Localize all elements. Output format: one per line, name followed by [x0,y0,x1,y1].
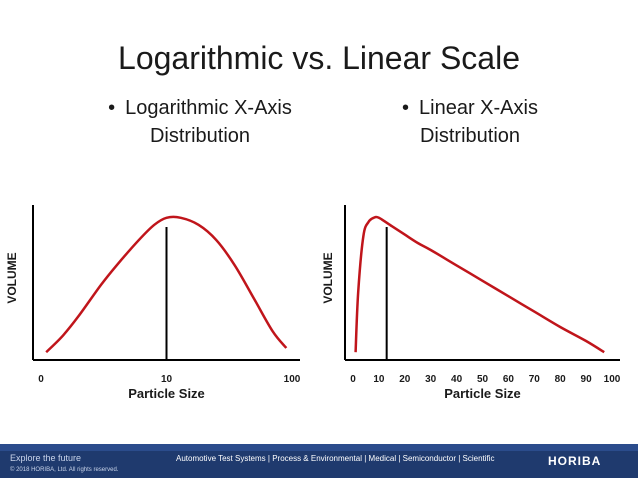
bullet-line-2: Distribution [149,125,251,147]
x-tick-label: 40 [451,374,463,385]
brand-logo: HORIBA [548,454,602,468]
x-tick-label: 70 [529,374,541,385]
y-axis-label: VOLUME [5,252,19,303]
bullet-dot-icon: • [402,97,410,119]
x-tick-label: 90 [581,374,593,385]
x-tick-label: 80 [555,374,567,385]
distribution-curve [354,215,605,354]
x-tick-label: 10 [161,374,173,385]
charts-canvas: 0 10 100 Particle Size VOLUME 0 10 20 30 40 50 60 70… [5,205,621,401]
footer-tagline: Explore the future [10,453,82,463]
footer-copyright: © 2018 HORIBA, Ltd. All rights reserved. [10,467,119,473]
x-axis-label: Particle Size [128,386,205,401]
x-tick-label: 0 [38,374,44,385]
x-tick-label: 0 [350,374,356,385]
x-tick-label: 30 [425,374,437,385]
slide-title: Logarithmic vs. Linear Scale [118,40,520,76]
distribution-curve [45,215,288,354]
x-tick-label: 20 [399,374,411,385]
bullet-line-2: Distribution [419,125,521,147]
bullet-logarithmic: • Logarithmic X-Axis Distribution [80,94,320,150]
bullet-line-1: Linear X-Axis [419,97,538,119]
footer-links: Automotive Test Systems | Process & Envi… [176,454,495,463]
y-axis-label: VOLUME [321,252,335,303]
x-tick-label: 100 [284,374,301,385]
footer-bar: Explore the future © 2018 HORIBA, Ltd. A… [0,451,638,478]
bullet-line-1: Logarithmic X-Axis [125,97,292,119]
bullet-linear: • Linear X-Axis Distribution [370,94,570,150]
x-tick-label: 60 [503,374,515,385]
x-axis-label: Particle Size [444,386,521,401]
footer-band [0,444,638,451]
x-tick-label: 10 [373,374,385,385]
x-tick-label: 50 [477,374,489,385]
x-tick-label: 100 [604,374,621,385]
bullet-dot-icon: • [108,97,116,119]
